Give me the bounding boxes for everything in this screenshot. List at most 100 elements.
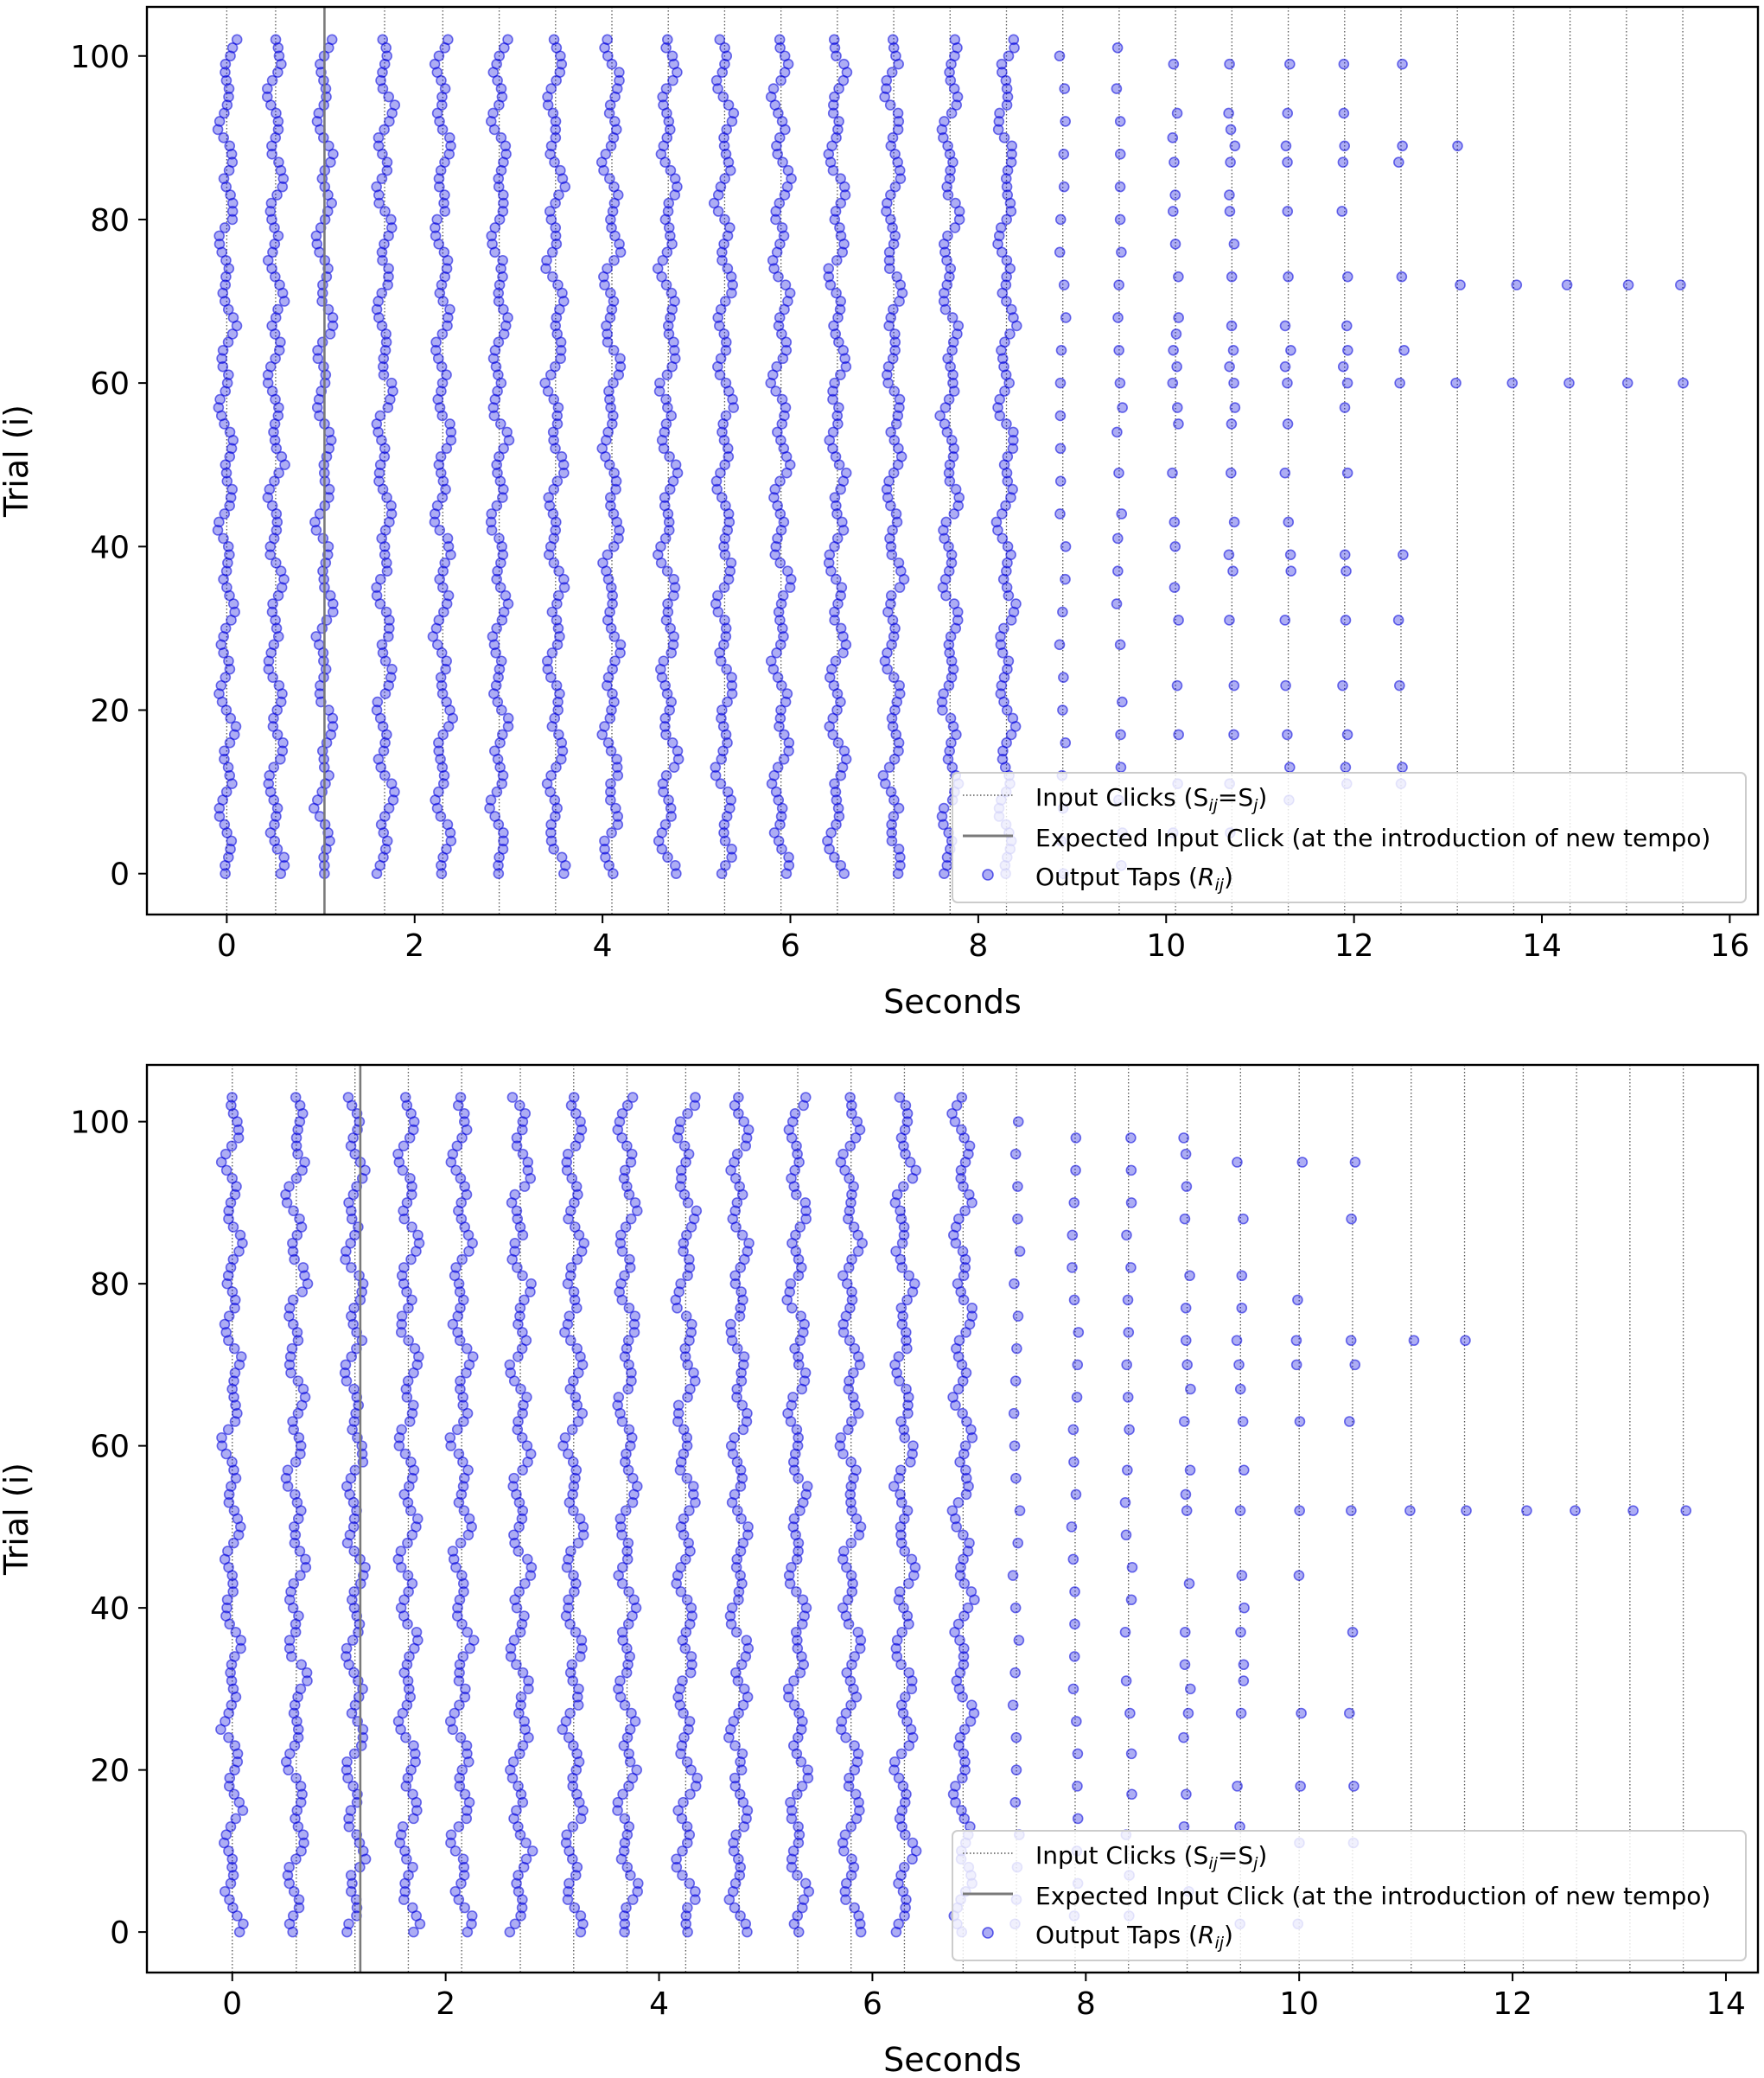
- output-tap-col3-trial82: [398, 1262, 410, 1273]
- output-tap-col6-trial9: [549, 794, 561, 806]
- output-tap-col3-trial99: [407, 1124, 419, 1136]
- output-tap-col13-trial50: [951, 1521, 962, 1533]
- output-tap-col5-trial84: [509, 1246, 520, 1257]
- output-tap-col0-trial40: [221, 1602, 232, 1614]
- output-tap-col11-trial83: [846, 1253, 857, 1265]
- output-tap-col1-trial37: [275, 565, 287, 577]
- output-tap-col4-trial41: [442, 532, 454, 545]
- output-tap-col6-trial0: [558, 868, 570, 880]
- output-tap-col11-trial35: [836, 582, 848, 593]
- output-tap-col11-trial46: [837, 1553, 849, 1565]
- output-tap-col1-trial56: [280, 1472, 292, 1484]
- output-tap-col3-trial90: [401, 1197, 413, 1208]
- output-tap-col4-trial16: [463, 1796, 475, 1808]
- output-tap-col12-trial40: [885, 541, 897, 552]
- output-tap-sparse-37: [1113, 467, 1124, 479]
- output-tap-col12-trial13: [883, 762, 895, 774]
- output-tap-sparse-87: [1185, 1383, 1196, 1395]
- output-tap-col10-trial66: [787, 1392, 799, 1403]
- output-tap-col5-trial24: [493, 672, 504, 683]
- output-tap-col5-trial9: [485, 794, 497, 806]
- output-tap-col7-trial86: [598, 164, 609, 176]
- output-tap-sparse-117: [1282, 107, 1294, 119]
- output-tap-col1-trial45: [300, 1561, 312, 1573]
- output-tap-col8-trial37: [661, 565, 673, 577]
- output-tap-col5-trial74: [517, 1327, 528, 1338]
- output-tap-col1-trial33: [296, 1659, 308, 1671]
- output-tap-col10-trial21: [780, 696, 792, 708]
- output-tap-col2-trial12: [351, 1829, 363, 1840]
- output-tap-col11-trial85: [835, 173, 846, 184]
- output-tap-sparse-18: [1011, 1342, 1022, 1355]
- output-tap-col3-trial10: [399, 1845, 411, 1857]
- x-tick-label-1: 2: [404, 928, 424, 964]
- output-tap-col11-trial81: [837, 1270, 849, 1282]
- output-tap-col11-trial5: [825, 827, 837, 838]
- output-tap-col6-trial34: [575, 1651, 586, 1662]
- output-tap-col6-trial67: [550, 320, 562, 332]
- output-tap-col8-trial43: [671, 1578, 682, 1590]
- output-tap-col9-trial57: [728, 402, 740, 413]
- output-tap-col0-trial23: [215, 679, 227, 692]
- output-tap-col9-trial9: [732, 1853, 744, 1865]
- output-tap-col12-trial64: [889, 344, 901, 356]
- output-tap-col7-trial91: [623, 1189, 635, 1201]
- output-tap-col4-trial76: [438, 246, 450, 258]
- output-tap-col0-trial94: [220, 1164, 232, 1176]
- output-tap-col7-trial68: [626, 1375, 637, 1386]
- output-tap-col7-trial99: [612, 1124, 624, 1136]
- output-tap-col14-trial92: [993, 116, 1005, 127]
- output-tap-col9-trial72: [727, 279, 738, 290]
- output-tap-col13-trial103: [956, 1092, 968, 1103]
- output-tap-col4-trial45: [431, 500, 443, 512]
- output-tap-col1-trial75: [262, 254, 274, 266]
- output-tap-col6-trial13: [567, 1820, 579, 1833]
- output-tap-col6-trial4: [562, 1894, 574, 1905]
- output-tap-col5-trial75: [513, 1318, 524, 1330]
- output-tap-col7-trial87: [620, 1221, 632, 1233]
- output-tap-col8-trial38: [684, 1618, 696, 1630]
- x-tick-label-5: 10: [1146, 928, 1186, 964]
- output-tap-col13-trial57: [959, 1464, 971, 1476]
- output-tap-col8-trial2: [662, 851, 673, 864]
- output-tap-col10-trial55: [801, 1481, 813, 1492]
- output-tap-col5-trial27: [513, 1707, 525, 1719]
- output-tap-col6-trial31: [567, 1675, 579, 1686]
- output-tap-col8-trial101: [682, 1107, 693, 1119]
- output-tap-col10-trial54: [772, 426, 783, 438]
- output-tap-sparse-67: [1173, 271, 1184, 283]
- output-tap-col12-trial3: [900, 1902, 911, 1914]
- output-tap-col1-trial60: [295, 1440, 307, 1451]
- output-tap-col7-trial77: [614, 239, 625, 250]
- output-tap-col9-trial32: [730, 1667, 742, 1679]
- output-tap-col7-trial49: [608, 467, 620, 479]
- output-tap-sparse-60: [1126, 1561, 1138, 1573]
- output-tap-col4-trial65: [430, 336, 442, 348]
- output-tap-col0-trial50: [220, 459, 232, 471]
- output-tap-col7-trial33: [607, 598, 618, 609]
- output-tap-sparse-79: [1184, 1683, 1196, 1695]
- output-tap-col2-trial43: [309, 516, 321, 528]
- output-tap-col6-trial1: [577, 1918, 589, 1930]
- output-tap-col6-trial57: [552, 402, 564, 413]
- x-axis-label: Seconds: [883, 2041, 1022, 2078]
- output-tap-col9-trial24: [726, 672, 737, 683]
- output-tap-col4-trial37: [462, 1626, 474, 1638]
- output-tap-col9-trial77: [735, 1302, 747, 1314]
- output-tap-col12-trial80: [885, 214, 896, 226]
- output-tap-col3-trial13: [397, 1820, 409, 1833]
- output-tap-sparse-16: [1055, 344, 1067, 356]
- output-tap-col7-trial14: [619, 1813, 631, 1825]
- output-tap-sparse-143: [1394, 377, 1405, 389]
- output-tap-col14-trial37: [1001, 565, 1012, 577]
- output-tap-col4-trial62: [451, 1424, 463, 1436]
- output-tap-col10-trial19: [802, 1772, 814, 1784]
- output-tap-col1-trial72: [286, 1342, 298, 1355]
- output-tap-col5-trial86: [495, 164, 507, 176]
- output-tap-col0-trial57: [213, 402, 225, 413]
- output-tap-col6-trial25: [542, 663, 554, 675]
- output-tap-col9-trial34: [712, 590, 723, 602]
- output-tap-col9-trial10: [722, 786, 734, 798]
- output-tap-col5-trial27: [490, 647, 501, 659]
- output-tap-sparse-107: [1237, 1416, 1249, 1427]
